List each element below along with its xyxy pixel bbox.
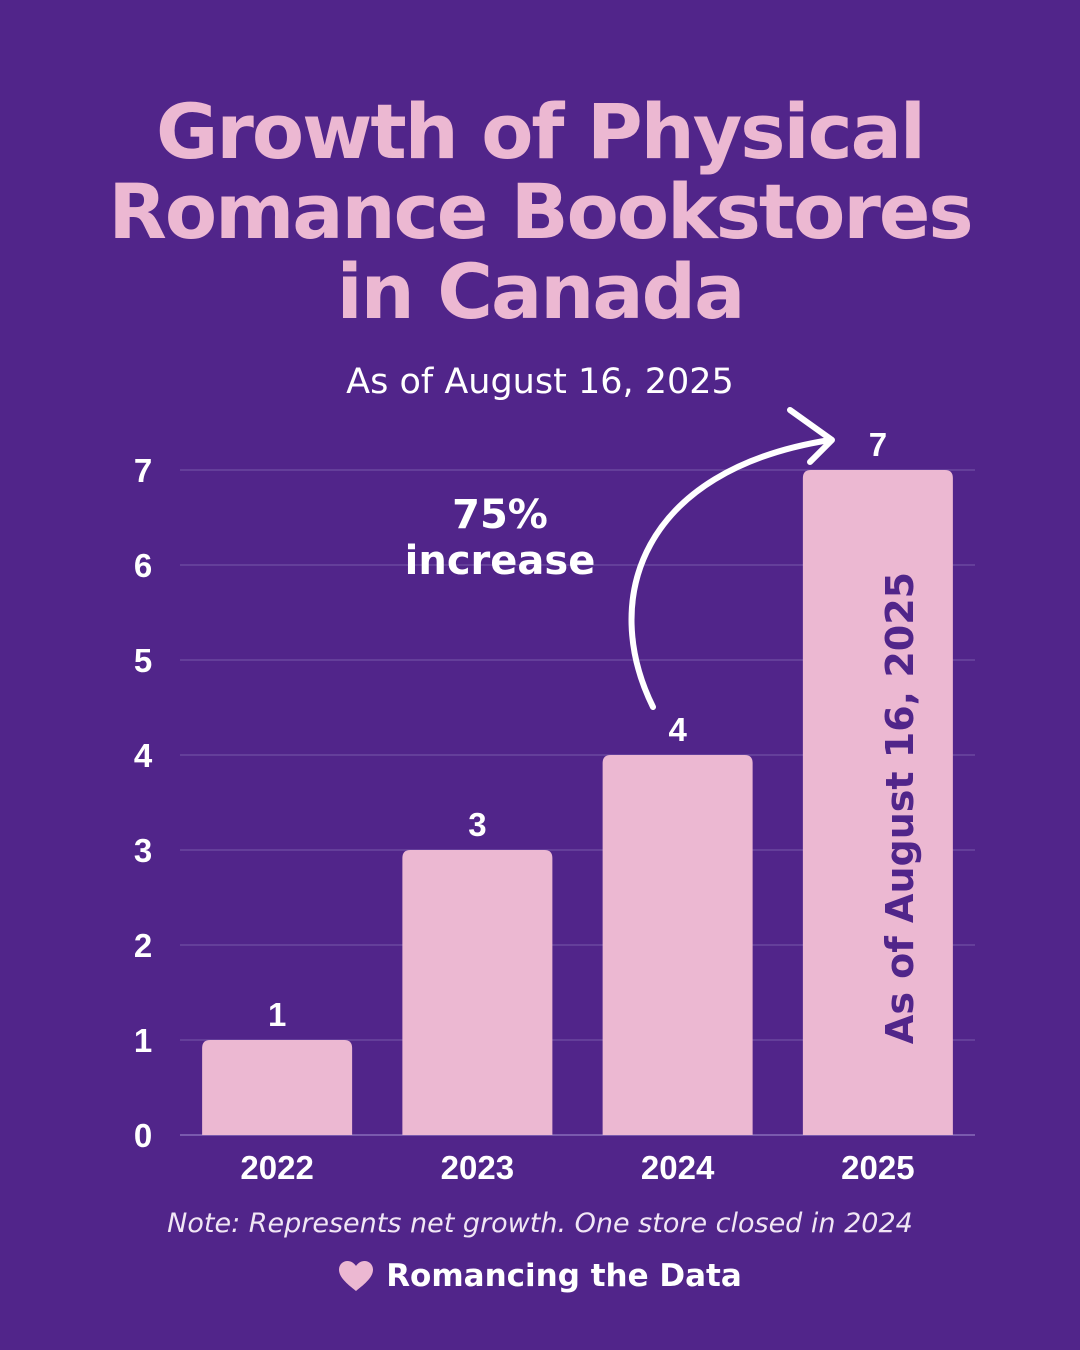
data-labels: 1 3 4 7 [268, 426, 887, 1033]
brand-footer: Romancing the Data [0, 1258, 1080, 1294]
title-line-1: Growth of Physical [156, 87, 926, 176]
brand-name: Romancing the Data [386, 1258, 742, 1294]
arrow-head-icon [787, 407, 835, 465]
y-tick-label: 3 [134, 832, 152, 869]
x-tick-label-2023: 2023 [441, 1149, 514, 1186]
y-axis-ticks: 0 1 2 3 4 5 6 7 [134, 452, 153, 1154]
y-tick-label: 4 [134, 737, 153, 774]
y-tick-label: 0 [134, 1117, 152, 1154]
increase-percent: 75% [452, 492, 548, 538]
title-line-2: Romance Bookstores [108, 167, 973, 256]
data-label-2022: 1 [268, 996, 286, 1033]
increase-annotation: 75% increase [390, 492, 610, 584]
bar-2024 [602, 755, 753, 1135]
bar-2022 [202, 1040, 353, 1135]
data-label-2023: 3 [468, 806, 486, 843]
increase-word: increase [404, 538, 596, 584]
y-tick-label: 5 [134, 642, 152, 679]
x-tick-label-2022: 2022 [240, 1149, 313, 1186]
data-label-2024: 4 [668, 711, 687, 748]
bar-2025-overlay-text: As of August 16, 2025 [878, 572, 922, 1044]
chart-title: Growth of Physical Romance Bookstores in… [0, 92, 1080, 332]
data-label-2025: 7 [869, 426, 887, 463]
bar-2025 [802, 470, 953, 1135]
x-axis-ticks: 2022 2023 2024 2025 [240, 1149, 914, 1186]
chart-subtitle: As of August 16, 2025 [346, 362, 734, 402]
title-line-3: in Canada [336, 247, 746, 336]
y-tick-label: 2 [134, 927, 152, 964]
increase-arrow-curve [628, 437, 833, 710]
y-tick-label: 1 [134, 1022, 152, 1059]
x-tick-label-2024: 2024 [641, 1149, 715, 1186]
y-tick-label: 6 [134, 547, 152, 584]
heart-icon [339, 1261, 374, 1291]
bars [202, 470, 953, 1135]
footnote: Note: Represents net growth. One store c… [167, 1208, 913, 1239]
y-tick-label: 7 [134, 452, 152, 489]
bar-2023 [402, 850, 553, 1135]
x-tick-label-2025: 2025 [841, 1149, 914, 1186]
